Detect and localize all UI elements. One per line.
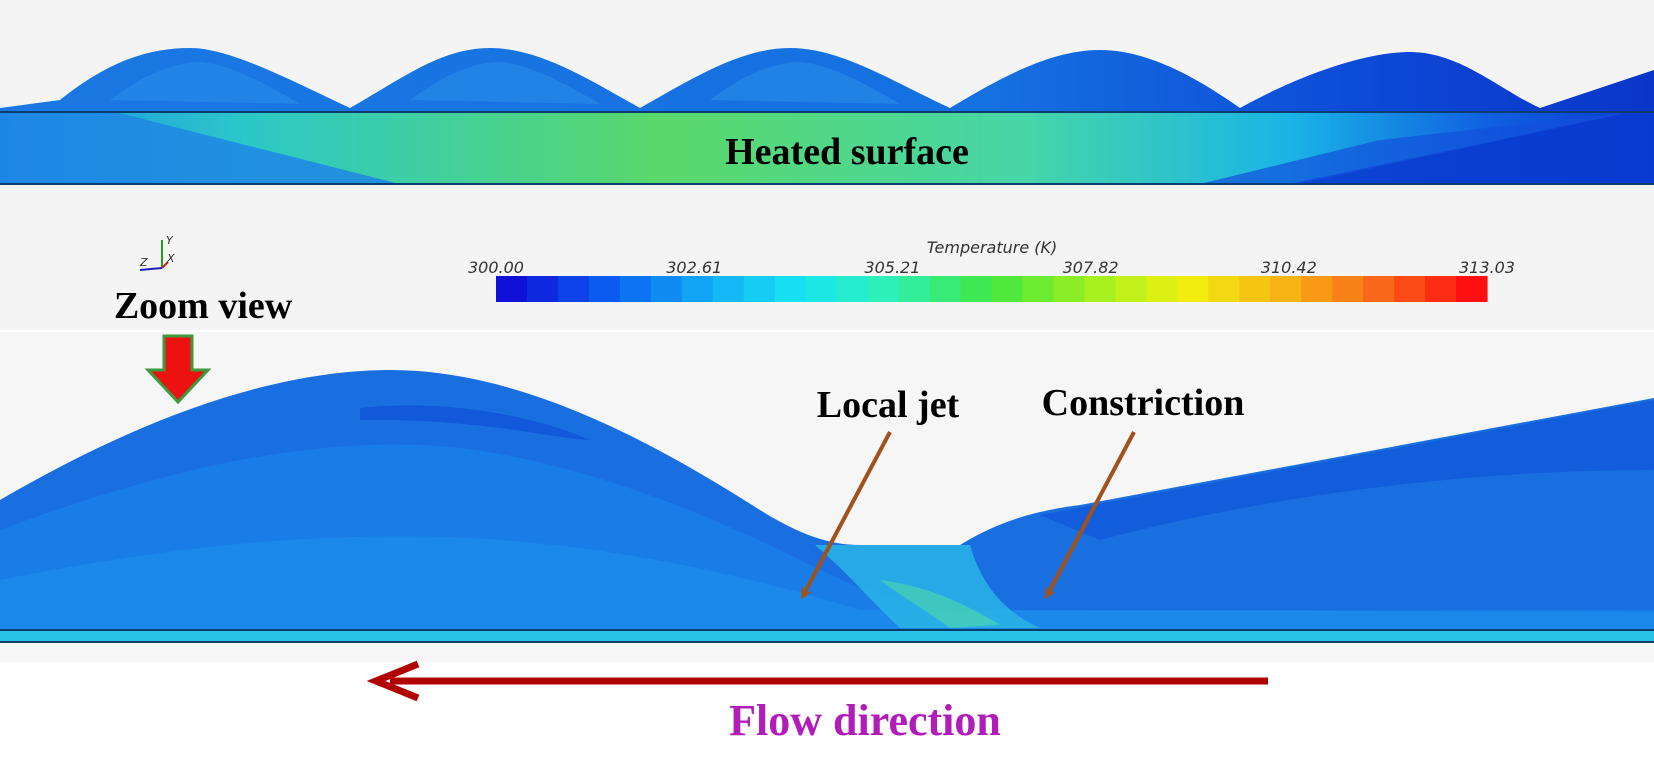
flow-direction: Flow direction bbox=[366, 660, 1268, 745]
colorbar-swatch bbox=[1115, 276, 1147, 302]
flow-arrow-head bbox=[366, 660, 420, 702]
colorbar-swatch bbox=[1456, 276, 1488, 302]
colorbar-swatch bbox=[774, 276, 807, 302]
axes-triad: Y X Z bbox=[139, 234, 175, 271]
heated-wedge-left bbox=[0, 112, 400, 184]
heated-surface-label: Heated surface bbox=[725, 131, 969, 173]
colorbar-swatch bbox=[898, 276, 931, 302]
colorbar-swatch bbox=[1239, 276, 1271, 302]
colorbar-swatch bbox=[1332, 276, 1364, 302]
colorbar-title: Temperature (K) bbox=[927, 238, 1058, 257]
zoom-panel: Local jet Constriction bbox=[0, 332, 1654, 662]
colorbar-swatch bbox=[929, 276, 962, 302]
colorbar-swatch bbox=[743, 276, 776, 302]
top-panel: Heated surface bbox=[0, 0, 1654, 330]
colorbar-tick-label: 305.21 bbox=[864, 258, 920, 277]
colorbar-swatch bbox=[1146, 276, 1178, 302]
colorbar-swatch bbox=[805, 276, 838, 302]
colorbar-swatches bbox=[496, 276, 1488, 302]
top-wave-shading bbox=[110, 62, 900, 104]
zoom-jet-highlight bbox=[880, 580, 1000, 628]
colorbar-tick-labels: 300.00 302.61 305.21 307.82 310.42 313.03 bbox=[468, 258, 1515, 277]
colorbar-swatch bbox=[1363, 276, 1395, 302]
heated-wedge-right-mid bbox=[1200, 112, 1630, 184]
colorbar-swatch bbox=[1208, 276, 1240, 302]
colorbar: Temperature (K) 300.00 302.61 305.21 307.82… bbox=[468, 238, 1515, 302]
constriction-label: Constriction bbox=[1042, 382, 1245, 424]
colorbar-swatch bbox=[588, 276, 621, 302]
zoom-channel-floor bbox=[0, 630, 1654, 642]
colorbar-tick-label: 302.61 bbox=[666, 258, 722, 277]
colorbar-tick-label: 310.42 bbox=[1261, 258, 1317, 277]
zoom-down-arrow bbox=[144, 334, 212, 405]
colorbar-swatch bbox=[557, 276, 590, 302]
colorbar-tick-label: 313.03 bbox=[1459, 258, 1515, 277]
colorbar-swatch bbox=[836, 276, 869, 302]
local-jet-label: Local jet bbox=[817, 384, 960, 426]
colorbar-swatch bbox=[1394, 276, 1426, 302]
zoom-right-ramp bbox=[1040, 400, 1654, 540]
colorbar-swatch bbox=[1177, 276, 1209, 302]
colorbar-swatch bbox=[867, 276, 900, 302]
colorbar-swatch bbox=[712, 276, 745, 302]
colorbar-swatch bbox=[1425, 276, 1457, 302]
zoom-view-label: Zoom view bbox=[114, 285, 293, 327]
y-axis-label: Y bbox=[166, 234, 174, 247]
colorbar-swatch bbox=[496, 276, 528, 302]
colorbar-tick-label: 300.00 bbox=[468, 258, 524, 277]
colorbar-swatch bbox=[960, 276, 993, 302]
colorbar-swatch bbox=[1084, 276, 1116, 302]
colorbar-swatch bbox=[619, 276, 652, 302]
colorbar-swatch bbox=[650, 276, 683, 302]
colorbar-swatch bbox=[991, 276, 1024, 302]
colorbar-swatch bbox=[1270, 276, 1302, 302]
colorbar-swatch bbox=[681, 276, 714, 302]
colorbar-swatch bbox=[526, 276, 559, 302]
flow-direction-label: Flow direction bbox=[729, 696, 1001, 745]
colorbar-swatch bbox=[1053, 276, 1086, 302]
x-axis-line bbox=[161, 261, 169, 269]
zoom-inner-layer-2 bbox=[0, 536, 1654, 640]
zoom-jet-region bbox=[815, 545, 1040, 628]
zoom-deep-stripe bbox=[360, 405, 590, 440]
local-jet-arrow bbox=[801, 431, 892, 600]
colorbar-swatch bbox=[1022, 276, 1055, 302]
colorbar-swatch bbox=[1301, 276, 1333, 302]
colorbar-tick-label: 307.82 bbox=[1063, 258, 1119, 277]
x-axis-label: X bbox=[166, 252, 175, 265]
z-axis-line bbox=[139, 267, 163, 271]
z-axis-label: Z bbox=[139, 256, 148, 269]
constriction-arrow bbox=[1045, 431, 1136, 600]
